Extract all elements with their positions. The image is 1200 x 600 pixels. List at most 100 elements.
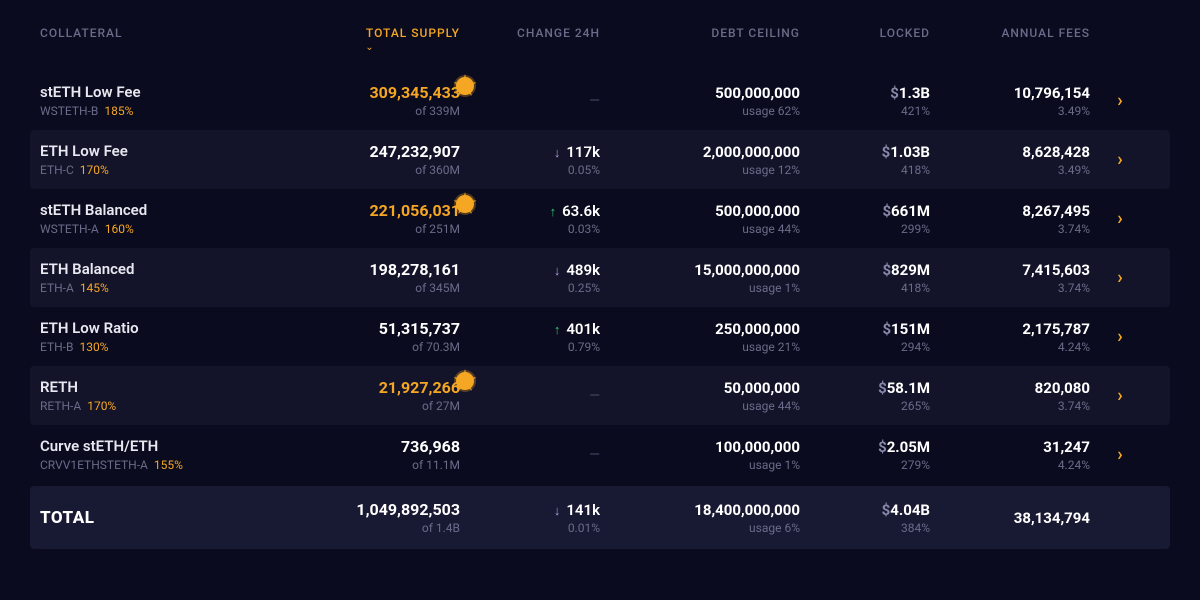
fees-cell: 31,247 4.24% bbox=[940, 438, 1090, 472]
debt-usage: usage 62% bbox=[610, 104, 800, 118]
locked-value: $829M bbox=[810, 261, 930, 279]
table-row[interactable]: stETH Balanced WSTETH-A160% 221,056,031 … bbox=[30, 189, 1170, 248]
change-pct: 0.79% bbox=[470, 340, 600, 354]
chevron-right-icon[interactable]: › bbox=[1117, 267, 1122, 288]
chevron-right-icon[interactable]: › bbox=[1117, 90, 1122, 111]
locked-cell: $829M 418% bbox=[810, 261, 930, 295]
collateral-name: RETH bbox=[40, 378, 270, 396]
header-annual-fees[interactable]: ANNUAL FEES bbox=[940, 26, 1090, 53]
expand-cell: › bbox=[1100, 149, 1140, 170]
debt-cell: 250,000,000 usage 21% bbox=[610, 320, 800, 354]
change-cell: ↑401k 0.79% bbox=[470, 320, 600, 354]
total-locked: $4.04B bbox=[810, 501, 930, 519]
table-row[interactable]: Curve stETH/ETH CRVV1ETHSTETH-A155% 736,… bbox=[30, 425, 1170, 484]
fees-cell: 8,267,495 3.74% bbox=[940, 202, 1090, 236]
supply-value: 247,232,907 bbox=[370, 142, 461, 161]
header-debt-ceiling[interactable]: DEBT CEILING bbox=[610, 26, 800, 53]
fees-cell: 2,175,787 4.24% bbox=[940, 320, 1090, 354]
total-label-cell: TOTAL bbox=[40, 508, 270, 528]
debt-value: 250,000,000 bbox=[610, 320, 800, 338]
change-value: ↑63.6k bbox=[470, 202, 600, 220]
debt-value: 2,000,000,000 bbox=[610, 143, 800, 161]
total-debt: 18,400,000,000 bbox=[610, 501, 800, 519]
debt-value: 500,000,000 bbox=[610, 84, 800, 102]
chevron-right-icon[interactable]: › bbox=[1117, 149, 1122, 170]
locked-pct: 294% bbox=[810, 340, 930, 354]
debt-usage: usage 12% bbox=[610, 163, 800, 177]
fees-cell: 7,415,603 3.74% bbox=[940, 261, 1090, 295]
supply-of: of 345M bbox=[280, 281, 460, 295]
header-collateral[interactable]: COLLATERAL bbox=[40, 26, 270, 53]
change-none: — bbox=[470, 447, 600, 463]
expand-cell: › bbox=[1100, 444, 1140, 465]
header-total-supply[interactable]: TOTAL SUPPLY ⌄ bbox=[280, 26, 460, 53]
locked-cell: $2.05M 279% bbox=[810, 438, 930, 472]
collateral-table: COLLATERAL TOTAL SUPPLY ⌄ CHANGE 24H DEB… bbox=[30, 20, 1170, 549]
change-cell: — bbox=[470, 447, 600, 463]
debt-cell: 500,000,000 usage 62% bbox=[610, 84, 800, 118]
supply-value: 21,927,266 bbox=[379, 378, 460, 397]
table-row[interactable]: RETH RETH-A170% 21,927,266 of 27M — 50,0… bbox=[30, 366, 1170, 425]
expand-cell: › bbox=[1100, 90, 1140, 111]
locked-cell: $58.1M 265% bbox=[810, 379, 930, 413]
debt-usage: usage 21% bbox=[610, 340, 800, 354]
change-cell: ↓489k0.25% bbox=[470, 261, 600, 295]
badge-icon bbox=[456, 195, 474, 213]
collateral-cell: stETH Low Fee WSTETH-B185% bbox=[40, 83, 270, 118]
chevron-right-icon[interactable]: › bbox=[1117, 208, 1122, 229]
debt-cell: 100,000,000 usage 1% bbox=[610, 438, 800, 472]
fees-value: 2,175,787 bbox=[940, 320, 1090, 338]
change-pct: 0.05% bbox=[470, 163, 600, 177]
total-change-cell: ↓141k 0.01% bbox=[470, 501, 600, 535]
table-row[interactable]: stETH Low Fee WSTETH-B185% 309,345,433 o… bbox=[30, 71, 1170, 130]
total-fees: 38,134,794 bbox=[940, 509, 1090, 527]
collateral-cell: ETH Balanced ETH-A145% bbox=[40, 260, 270, 295]
fees-pct: 3.49% bbox=[940, 163, 1090, 177]
table-row[interactable]: ETH Low Fee ETH-C170% 247,232,907 of 360… bbox=[30, 130, 1170, 189]
expand-cell: › bbox=[1100, 208, 1140, 229]
header-locked[interactable]: LOCKED bbox=[810, 26, 930, 53]
debt-usage: usage 1% bbox=[610, 281, 800, 295]
collateral-ratio: 170% bbox=[80, 163, 109, 177]
supply-cell: 736,968 of 11.1M bbox=[280, 437, 460, 472]
debt-cell: 2,000,000,000 usage 12% bbox=[610, 143, 800, 177]
chevron-right-icon[interactable]: › bbox=[1117, 444, 1122, 465]
locked-pct: 418% bbox=[810, 281, 930, 295]
total-supply-of: of 1.4B bbox=[280, 521, 460, 535]
badge-icon bbox=[456, 372, 474, 390]
table-row[interactable]: ETH Low Ratio ETH-B130% 51,315,737 of 70… bbox=[30, 307, 1170, 366]
header-change-24h[interactable]: CHANGE 24H bbox=[470, 26, 600, 53]
total-supply-cell: 1,049,892,503 of 1.4B bbox=[280, 500, 460, 535]
arrow-up-icon: ↑ bbox=[550, 205, 557, 220]
arrow-down-icon: ↓ bbox=[554, 504, 561, 519]
table-row[interactable]: ETH Balanced ETH-A145% 198,278,161 of 34… bbox=[30, 248, 1170, 307]
fees-pct: 3.49% bbox=[940, 104, 1090, 118]
chevron-right-icon[interactable]: › bbox=[1117, 326, 1122, 347]
fees-pct: 3.74% bbox=[940, 281, 1090, 295]
locked-cell: $661M 299% bbox=[810, 202, 930, 236]
total-row: TOTAL 1,049,892,503 of 1.4B ↓141k 0.01% … bbox=[30, 486, 1170, 549]
fees-cell: 10,796,154 3.49% bbox=[940, 84, 1090, 118]
locked-cell: $151M 294% bbox=[810, 320, 930, 354]
debt-cell: 50,000,000 usage 44% bbox=[610, 379, 800, 413]
locked-cell: $1.3B 421% bbox=[810, 84, 930, 118]
fees-value: 820,080 bbox=[940, 379, 1090, 397]
collateral-sub: WSTETH-A160% bbox=[40, 222, 270, 236]
change-none: — bbox=[470, 388, 600, 404]
collateral-ratio: 155% bbox=[154, 458, 183, 472]
debt-usage: usage 44% bbox=[610, 222, 800, 236]
locked-pct: 421% bbox=[810, 104, 930, 118]
chevron-right-icon[interactable]: › bbox=[1117, 385, 1122, 406]
expand-cell: › bbox=[1100, 267, 1140, 288]
header-total-supply-label: TOTAL SUPPLY bbox=[366, 26, 460, 40]
collateral-name: stETH Low Fee bbox=[40, 83, 270, 101]
change-value: ↑401k bbox=[470, 320, 600, 338]
fees-cell: 820,080 3.74% bbox=[940, 379, 1090, 413]
debt-value: 15,000,000,000 bbox=[610, 261, 800, 279]
fees-pct: 4.24% bbox=[940, 458, 1090, 472]
change-pct: 0.03% bbox=[470, 222, 600, 236]
supply-of: of 11.1M bbox=[280, 458, 460, 472]
collateral-name: ETH Low Ratio bbox=[40, 319, 270, 337]
expand-cell: › bbox=[1100, 326, 1140, 347]
supply-of: of 70.3M bbox=[280, 340, 460, 354]
